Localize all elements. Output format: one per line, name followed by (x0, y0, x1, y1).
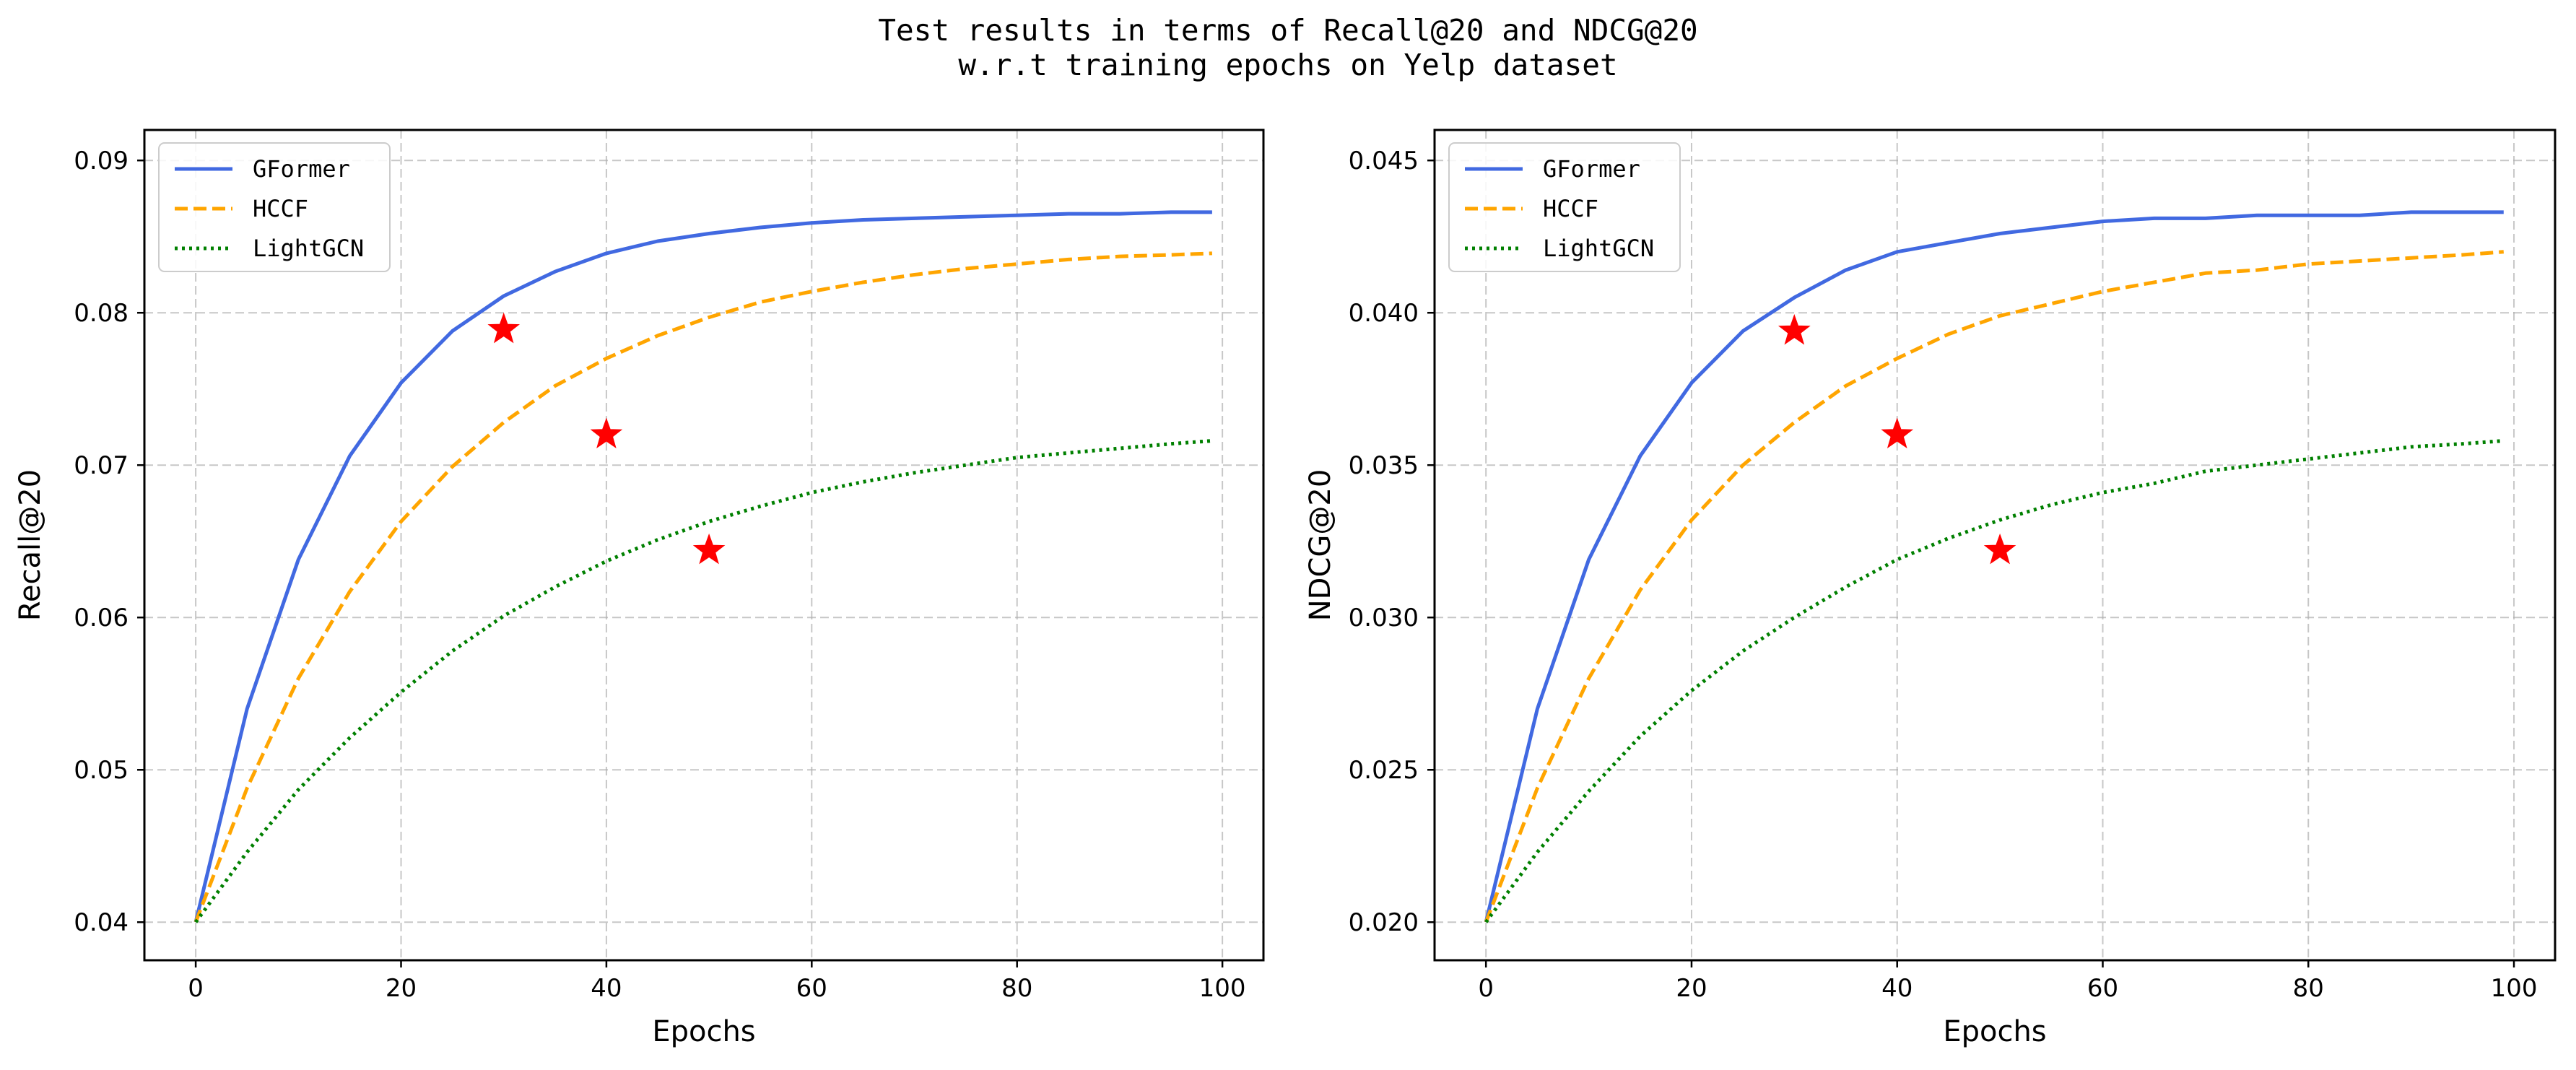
star-marker-gformer (1777, 314, 1811, 345)
series-line-gformer (1484, 210, 2504, 923)
y-axis-title: NDCG@20 (1304, 469, 1337, 622)
x-tick-label: 40 (1881, 974, 1913, 1003)
y-tick-label: 0.020 (1349, 908, 1419, 937)
y-tick-label: 0.045 (1349, 147, 1419, 175)
legend: GFormer HCCF LightGCN (1448, 142, 1681, 272)
figure-title: Test results in terms of Recall@20 and N… (0, 13, 2576, 82)
legend-label-hccf: HCCF (253, 195, 308, 222)
y-axis-title: Recall@20 (14, 469, 47, 621)
legend: GFormer HCCF LightGCN (158, 142, 391, 272)
series-line-lightgcn (194, 439, 1213, 923)
x-tick-label: 60 (796, 974, 827, 1003)
figure-title-line-1: Test results in terms of Recall@20 and N… (878, 13, 1698, 48)
y-tick-label: 0.035 (1349, 451, 1419, 480)
x-tick-label: 100 (2491, 974, 2538, 1003)
x-axis-title: Epochs (1943, 1015, 2046, 1048)
x-axis-title: Epochs (652, 1015, 755, 1048)
y-tick-label: 0.07 (74, 451, 129, 480)
star-marker-hccf (590, 417, 623, 448)
y-tick-label: 0.09 (74, 147, 129, 175)
star-marker-gformer (487, 312, 520, 344)
legend-label-hccf: HCCF (1543, 195, 1598, 222)
chart-panel-1: 0 20 40 60 80 100 0.04 0.05 0.06 0.07 0.08 0.09 Epoc… (14, 129, 1265, 1048)
star-marker-lightgcn (692, 533, 726, 565)
plot-frame (143, 129, 1265, 962)
legend-label-gformer: GFormer (253, 155, 350, 183)
x-tick-label: 0 (188, 974, 204, 1003)
series-group (1484, 210, 2504, 923)
y-tick-label: 0.04 (74, 908, 129, 937)
x-tick-label: 40 (591, 974, 622, 1003)
series-line-hccf (1484, 250, 2504, 923)
legend-label-lightgcn: LightGCN (1543, 235, 1654, 262)
x-tick-label: 0 (1478, 974, 1494, 1003)
star-marker-hccf (1881, 417, 1914, 449)
y-tick-label: 0.05 (74, 756, 129, 785)
x-tick-label: 80 (2293, 974, 2324, 1003)
y-tick-label: 0.025 (1349, 756, 1419, 785)
chart-panel-2: 0 20 40 60 80 100 0.020 0.025 0.030 0.035 0.040 0.0… (1304, 129, 2557, 1048)
legend-box (1448, 142, 1681, 272)
x-tick-label: 100 (1199, 974, 1246, 1003)
legend-label-lightgcn: LightGCN (253, 235, 364, 262)
series-group (193, 210, 1213, 923)
y-tick-label: 0.06 (74, 604, 129, 632)
legend-box (158, 142, 391, 272)
x-tick-label: 80 (1001, 974, 1032, 1003)
series-line-hccf (193, 251, 1212, 923)
x-tick-label: 60 (2087, 974, 2118, 1003)
series-line-gformer (193, 210, 1212, 923)
x-tick-label: 20 (386, 974, 417, 1003)
figure-title-line-2: w.r.t training epochs on Yelp dataset (958, 48, 1618, 82)
star-marker-lightgcn (1983, 533, 2016, 565)
plot-frame (1433, 129, 2557, 962)
y-tick-label: 0.040 (1349, 299, 1419, 328)
legend-label-gformer: GFormer (1543, 155, 1640, 183)
y-tick-label: 0.030 (1349, 604, 1419, 632)
y-tick-label: 0.08 (74, 299, 129, 328)
series-line-lightgcn (1484, 439, 2504, 923)
x-tick-label: 20 (1676, 974, 1707, 1003)
